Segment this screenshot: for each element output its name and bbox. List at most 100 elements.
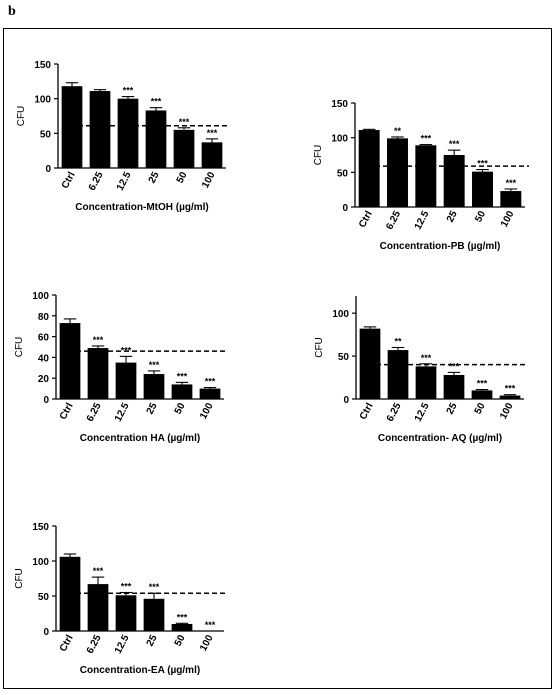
significance-marker: *** bbox=[177, 612, 188, 622]
significance-marker: *** bbox=[449, 139, 460, 149]
bar-6.25 bbox=[89, 91, 111, 168]
x-tick-label: 100 bbox=[200, 170, 218, 190]
bar-6.25 bbox=[87, 584, 109, 631]
x-tick-label: 100 bbox=[499, 209, 517, 229]
significance-marker: *** bbox=[449, 361, 460, 371]
x-tick-label: 6.25 bbox=[87, 170, 106, 193]
y-tick-label: 150 bbox=[32, 522, 49, 533]
bar-50 bbox=[471, 390, 493, 399]
significance-marker: *** bbox=[421, 134, 432, 144]
bar-50 bbox=[472, 171, 493, 207]
x-tick-label: 25 bbox=[147, 170, 162, 185]
significance-marker: *** bbox=[123, 86, 134, 96]
y-tick-label: 150 bbox=[34, 60, 51, 71]
bar-6.25 bbox=[87, 348, 109, 399]
significance-marker: *** bbox=[205, 377, 216, 387]
x-tick-label: 25 bbox=[145, 401, 160, 416]
x-tick-label: 50 bbox=[173, 401, 188, 416]
x-tick-label: 12.5 bbox=[413, 401, 432, 424]
significance-marker: *** bbox=[93, 335, 104, 345]
y-tick-label: 100 bbox=[34, 95, 51, 106]
x-tick-label: 50 bbox=[173, 633, 188, 648]
x-tick-label: Ctrl bbox=[58, 633, 76, 654]
bar-25 bbox=[143, 598, 165, 631]
bar-100 bbox=[499, 395, 521, 399]
bar-Ctrl bbox=[61, 86, 83, 168]
y-tick-label: 80 bbox=[38, 312, 50, 323]
y-axis-label: CFU bbox=[16, 106, 27, 127]
bar-50 bbox=[171, 384, 193, 399]
x-tick-label: 12.5 bbox=[413, 209, 432, 232]
chart-3: 0 20 40 60 80 100 CFU Ctrl *** 6.25 *** 12.5 *** 25 **… bbox=[14, 291, 228, 444]
y-tick-label: 100 bbox=[331, 134, 348, 145]
y-axis-label: CFU bbox=[14, 568, 25, 589]
x-tick-label: 50 bbox=[473, 209, 488, 224]
x-axis-label: Concentration HA (µg/ml) bbox=[80, 433, 200, 444]
x-tick-label: Ctrl bbox=[58, 401, 76, 422]
bar-Ctrl bbox=[59, 323, 81, 399]
bar-12.5 bbox=[415, 366, 437, 399]
x-axis-label: Concentration-MtOH (µg/ml) bbox=[75, 202, 209, 213]
bar-12.5 bbox=[117, 98, 139, 168]
significance-marker: *** bbox=[121, 582, 132, 592]
x-tick-label: 12.5 bbox=[115, 170, 134, 193]
significance-marker: *** bbox=[506, 178, 517, 188]
chart-1: 0 50 100 150 CFU Ctrl 6.25 *** 12.5 *** 25 *** 50 ***… bbox=[16, 60, 230, 213]
significance-marker: *** bbox=[149, 360, 160, 370]
bar-25 bbox=[145, 110, 167, 168]
significance-marker: *** bbox=[505, 384, 516, 394]
x-tick-label: 6.25 bbox=[385, 401, 404, 424]
y-tick-label: 40 bbox=[38, 353, 50, 364]
y-tick-label: 0 bbox=[45, 164, 51, 175]
chart-5: 0 50 100 150 CFU Ctrl *** 6.25 *** 12.5 *** 25 *** 50… bbox=[14, 522, 228, 676]
bar-100 bbox=[201, 142, 223, 168]
significance-marker: *** bbox=[151, 97, 162, 107]
panel-label: b bbox=[8, 4, 16, 19]
bar-6.25 bbox=[387, 350, 409, 399]
y-tick-label: 60 bbox=[38, 333, 50, 344]
significance-marker: *** bbox=[477, 159, 488, 169]
bar-12.5 bbox=[115, 362, 137, 399]
y-tick-label: 20 bbox=[38, 374, 50, 385]
x-axis-label: Concentration-PB (µg/ml) bbox=[380, 241, 501, 252]
significance-marker: *** bbox=[179, 117, 190, 127]
x-tick-label: 100 bbox=[198, 401, 216, 421]
y-tick-label: 50 bbox=[38, 592, 50, 603]
x-tick-label: 25 bbox=[445, 401, 460, 416]
significance-marker: ** bbox=[394, 337, 402, 347]
y-tick-label: 150 bbox=[331, 99, 348, 110]
significance-marker: *** bbox=[477, 379, 488, 389]
y-axis-label: CFU bbox=[314, 337, 325, 358]
bar-12.5 bbox=[415, 145, 437, 207]
bar-12.5 bbox=[115, 595, 137, 631]
significance-marker: *** bbox=[121, 345, 132, 355]
x-tick-label: 6.25 bbox=[85, 401, 104, 424]
y-tick-label: 100 bbox=[32, 291, 49, 302]
x-tick-label: 50 bbox=[175, 170, 190, 185]
y-tick-label: 100 bbox=[32, 557, 49, 568]
bar-25 bbox=[143, 374, 165, 399]
y-tick-label: 50 bbox=[40, 129, 52, 140]
x-tick-label: 25 bbox=[445, 209, 460, 224]
x-tick-label: 6.25 bbox=[85, 633, 104, 656]
x-tick-label: 50 bbox=[473, 401, 488, 416]
y-axis-label: CFU bbox=[313, 145, 324, 166]
figure-frame bbox=[3, 28, 552, 689]
significance-marker: *** bbox=[421, 353, 432, 363]
bar-100 bbox=[199, 388, 221, 399]
bar-50 bbox=[173, 129, 195, 168]
significance-marker: *** bbox=[177, 371, 188, 381]
x-axis-label: Concentration- AQ (µg/ml) bbox=[378, 433, 502, 444]
y-tick-label: 0 bbox=[343, 395, 349, 406]
y-tick-label: 100 bbox=[332, 309, 349, 320]
significance-marker: *** bbox=[205, 620, 216, 630]
bar-6.25 bbox=[387, 138, 408, 207]
x-tick-label: 12.5 bbox=[113, 633, 132, 656]
bar-25 bbox=[443, 155, 465, 207]
x-tick-label: 6.25 bbox=[384, 209, 403, 232]
x-tick-label: 12.5 bbox=[113, 401, 132, 424]
y-axis-label: CFU bbox=[14, 337, 25, 358]
x-tick-label: 100 bbox=[198, 633, 216, 653]
bar-50 bbox=[171, 624, 193, 631]
